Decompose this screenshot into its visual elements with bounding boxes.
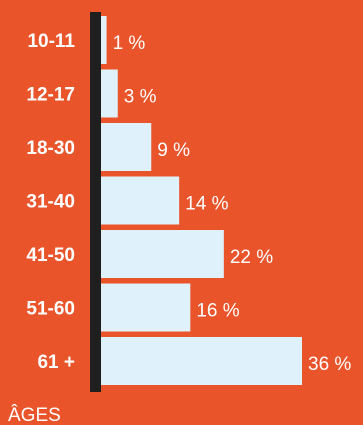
y-axis-line <box>90 12 101 392</box>
category-label: 18-30 <box>26 138 75 159</box>
bars-group <box>101 16 302 385</box>
category-label: 10-11 <box>27 31 75 52</box>
bar-2 <box>101 69 118 118</box>
bar-5 <box>101 230 224 278</box>
category-label: 61 + <box>37 352 75 373</box>
category-labels-group: 10-11 12-17 18-30 31-40 41-50 51-60 61 + <box>26 31 75 373</box>
y-axis-label: ÂGES <box>8 404 61 425</box>
value-label: 3 % <box>124 87 157 108</box>
bar-3 <box>101 123 152 171</box>
bar-4 <box>101 176 180 225</box>
value-label: 36 % <box>308 354 351 375</box>
value-labels-group: 1 % 3 % 9 % 14 % 22 % 16 % 36 % <box>113 33 352 375</box>
category-label: 51-60 <box>26 299 75 320</box>
value-label: 9 % <box>157 140 190 161</box>
bar-6 <box>101 283 191 332</box>
bar-7 <box>101 337 302 385</box>
value-label: 14 % <box>185 194 228 215</box>
value-label: 22 % <box>230 247 273 268</box>
bar-1 <box>101 16 107 64</box>
category-label: 31-40 <box>26 192 75 213</box>
value-label: 16 % <box>196 301 239 322</box>
category-label: 12-17 <box>26 85 75 106</box>
value-label: 1 % <box>113 33 146 54</box>
category-label: 41-50 <box>26 245 75 266</box>
